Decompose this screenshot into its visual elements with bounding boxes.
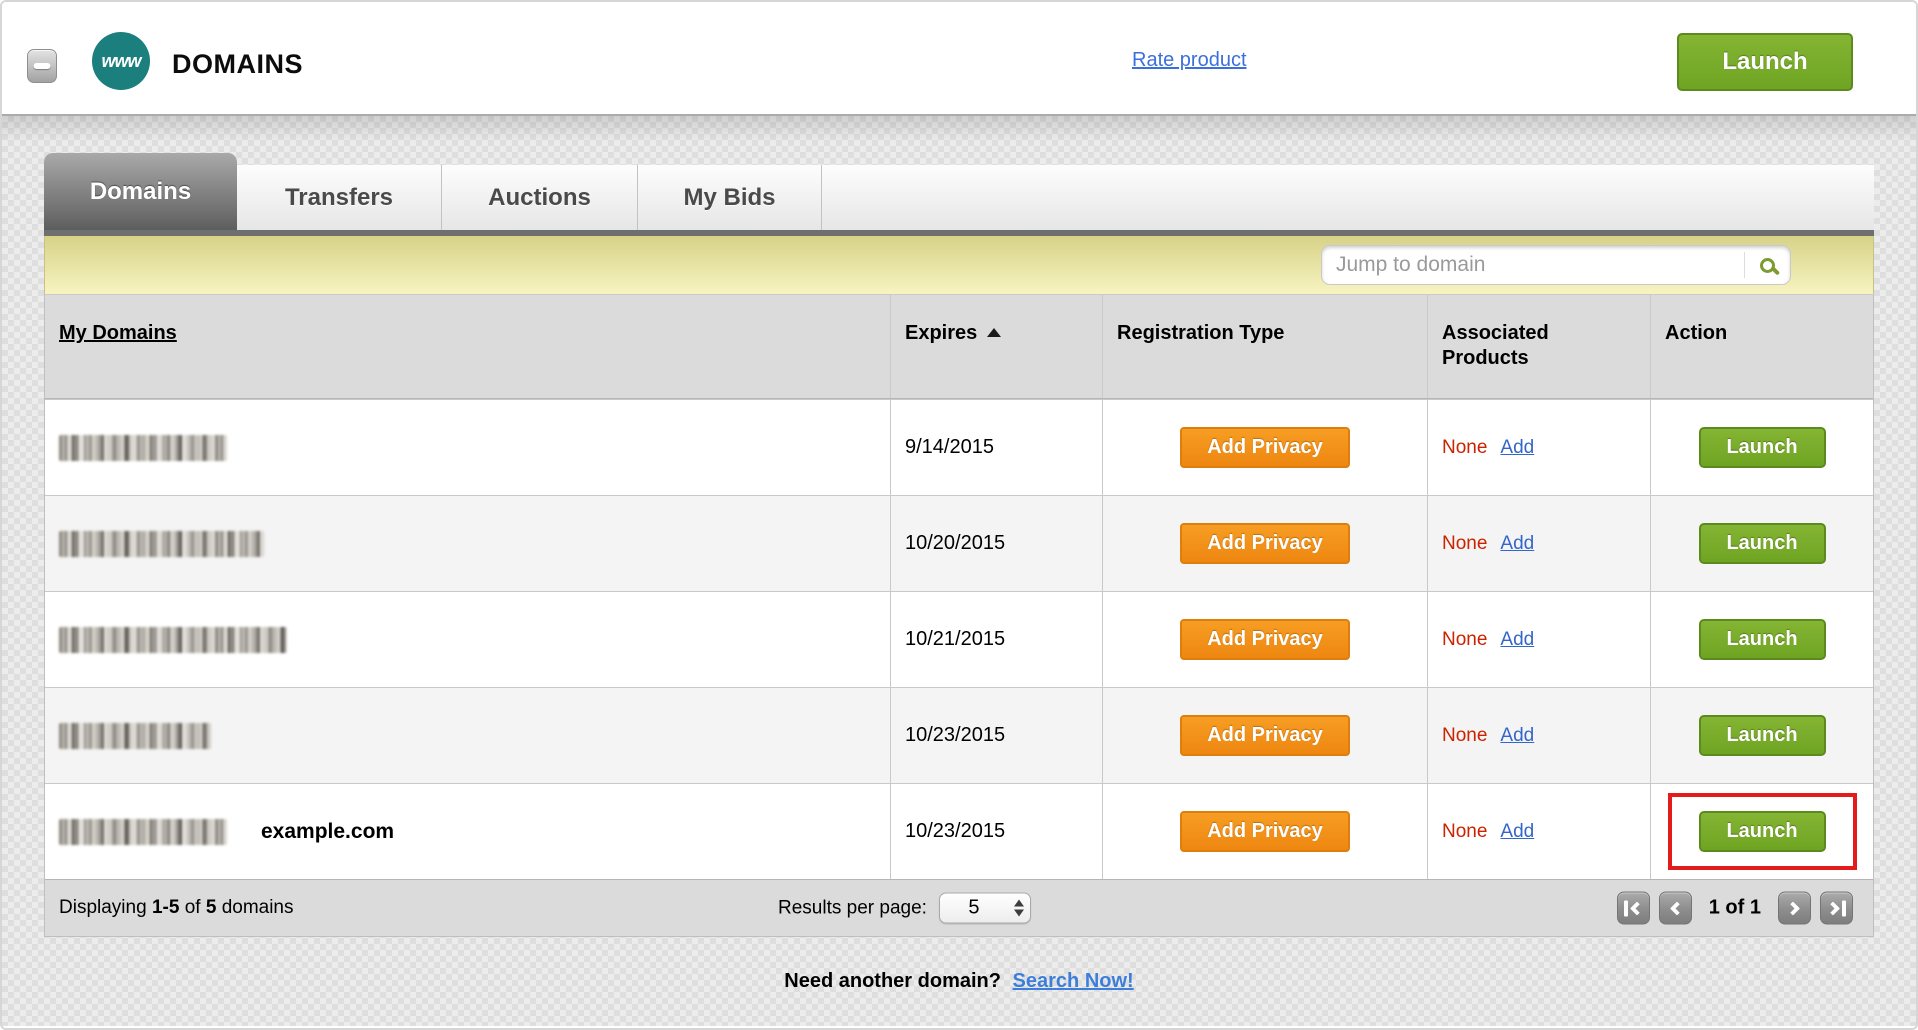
associated-products-value: None [1442,724,1488,746]
jump-to-domain-box [1321,245,1791,285]
column-header-action: Action [1650,295,1873,398]
add-privacy-button[interactable]: Add Privacy [1180,715,1350,756]
table-row: 10/21/2015 Add Privacy None Add Launch [45,591,1873,687]
tab-my-bids[interactable]: My Bids [638,165,822,230]
domains-card: Domains Transfers Auctions My Bids [44,116,1874,993]
results-per-page-label: Results per page: [778,897,927,918]
need-domain-prompt: Need another domain? Search Now! [44,970,1874,993]
pagination-prev-button[interactable] [1658,891,1692,925]
rate-product-link[interactable]: Rate product [1132,49,1247,71]
pagination-next-button[interactable] [1778,891,1811,925]
table-row: example.com 10/23/2015 Add Privacy None … [45,783,1873,879]
add-privacy-button[interactable]: Add Privacy [1180,811,1350,852]
sort-ascending-icon [987,328,1002,337]
redacted-domain-name [59,626,287,653]
associated-products-value: None [1442,820,1488,842]
header-launch-button[interactable]: Launch [1677,33,1853,91]
search-bar [44,236,1874,294]
column-header-my-domains[interactable]: My Domains [59,322,177,344]
table-row: 10/20/2015 Add Privacy None Add Launch [45,495,1873,591]
first-page-icon [1624,900,1629,916]
page-title: DOMAINS [172,49,303,79]
results-per-page-value: 5 [968,896,980,919]
expires-date: 10/23/2015 [890,784,1102,879]
last-page-icon [1825,900,1840,916]
tab-underline [44,230,1874,236]
redacted-domain-name [59,530,264,557]
column-header-expires[interactable]: Expires [890,295,1102,398]
column-header-associated-products: Associated Products [1427,295,1650,398]
expires-date: 10/21/2015 [890,592,1102,687]
launch-button[interactable]: Launch [1698,427,1826,468]
collapse-button[interactable] [27,49,57,83]
highlight-red-box: Launch [1667,793,1857,870]
app-header: www DOMAINS Rate product Launch [2,2,1916,116]
magnifier-icon [1760,257,1775,273]
tab-auctions[interactable]: Auctions [442,165,638,230]
add-product-link[interactable]: Add [1500,532,1535,554]
table-row: 9/14/2015 Add Privacy None Add Launch [45,399,1873,495]
add-product-link[interactable]: Add [1500,724,1535,746]
pagination-first-button[interactable] [1616,891,1650,925]
redacted-domain-name [59,722,211,749]
associated-products-value: None [1442,628,1488,650]
add-privacy-button[interactable]: Add Privacy [1180,427,1350,468]
domain-annotation: example.com [261,819,395,843]
add-privacy-button[interactable]: Add Privacy [1180,523,1350,564]
www-icon-text: www [101,50,141,71]
displaying-status: Displaying 1-5 of 5 domains [59,897,294,918]
next-page-icon [1785,900,1801,916]
redacted-domain-name [59,818,227,845]
www-icon: www [92,32,150,90]
launch-button[interactable]: Launch [1698,811,1826,852]
pagination-last-button[interactable] [1820,891,1853,925]
add-product-link[interactable]: Add [1500,436,1535,458]
search-button[interactable] [1744,252,1790,278]
column-header-registration-type: Registration Type [1102,295,1427,398]
expires-date: 9/14/2015 [890,400,1102,495]
jump-to-domain-input[interactable] [1322,246,1744,284]
need-domain-question: Need another domain? [784,970,1001,992]
page-status: 1 of 1 [1708,896,1761,919]
tab-domains[interactable]: Domains [44,153,237,230]
table-row: 10/23/2015 Add Privacy None Add Launch [45,687,1873,783]
add-privacy-button[interactable]: Add Privacy [1180,619,1350,660]
expires-date: 10/23/2015 [890,688,1102,783]
domains-table: My Domains Expires Registration Type Ass… [44,294,1874,937]
launch-button[interactable]: Launch [1698,523,1826,564]
content-area: Domains Transfers Auctions My Bids [2,116,1916,1026]
prev-page-icon [1669,900,1684,916]
launch-button[interactable]: Launch [1698,619,1826,660]
results-per-page: Results per page: 5 [778,892,1031,924]
tab-filler [822,165,1874,230]
pagination: 1 of 1 [1616,891,1853,925]
tab-transfers[interactable]: Transfers [237,165,442,230]
associated-products-value: None [1442,532,1488,554]
results-per-page-select[interactable]: 5 [938,892,1031,924]
table-footer: Displaying 1-5 of 5 domains Results per … [45,879,1873,936]
table-header-row: My Domains Expires Registration Type Ass… [45,295,1873,399]
search-now-link[interactable]: Search Now! [1012,970,1134,992]
expires-date: 10/20/2015 [890,496,1102,591]
minus-icon [33,63,51,69]
redacted-domain-name [59,434,227,461]
associated-products-value: None [1442,436,1488,458]
launch-button[interactable]: Launch [1698,715,1826,756]
add-product-link[interactable]: Add [1500,820,1535,842]
stepper-icon [1008,899,1030,917]
add-product-link[interactable]: Add [1500,628,1535,650]
tab-strip: Domains Transfers Auctions My Bids [44,153,1874,230]
